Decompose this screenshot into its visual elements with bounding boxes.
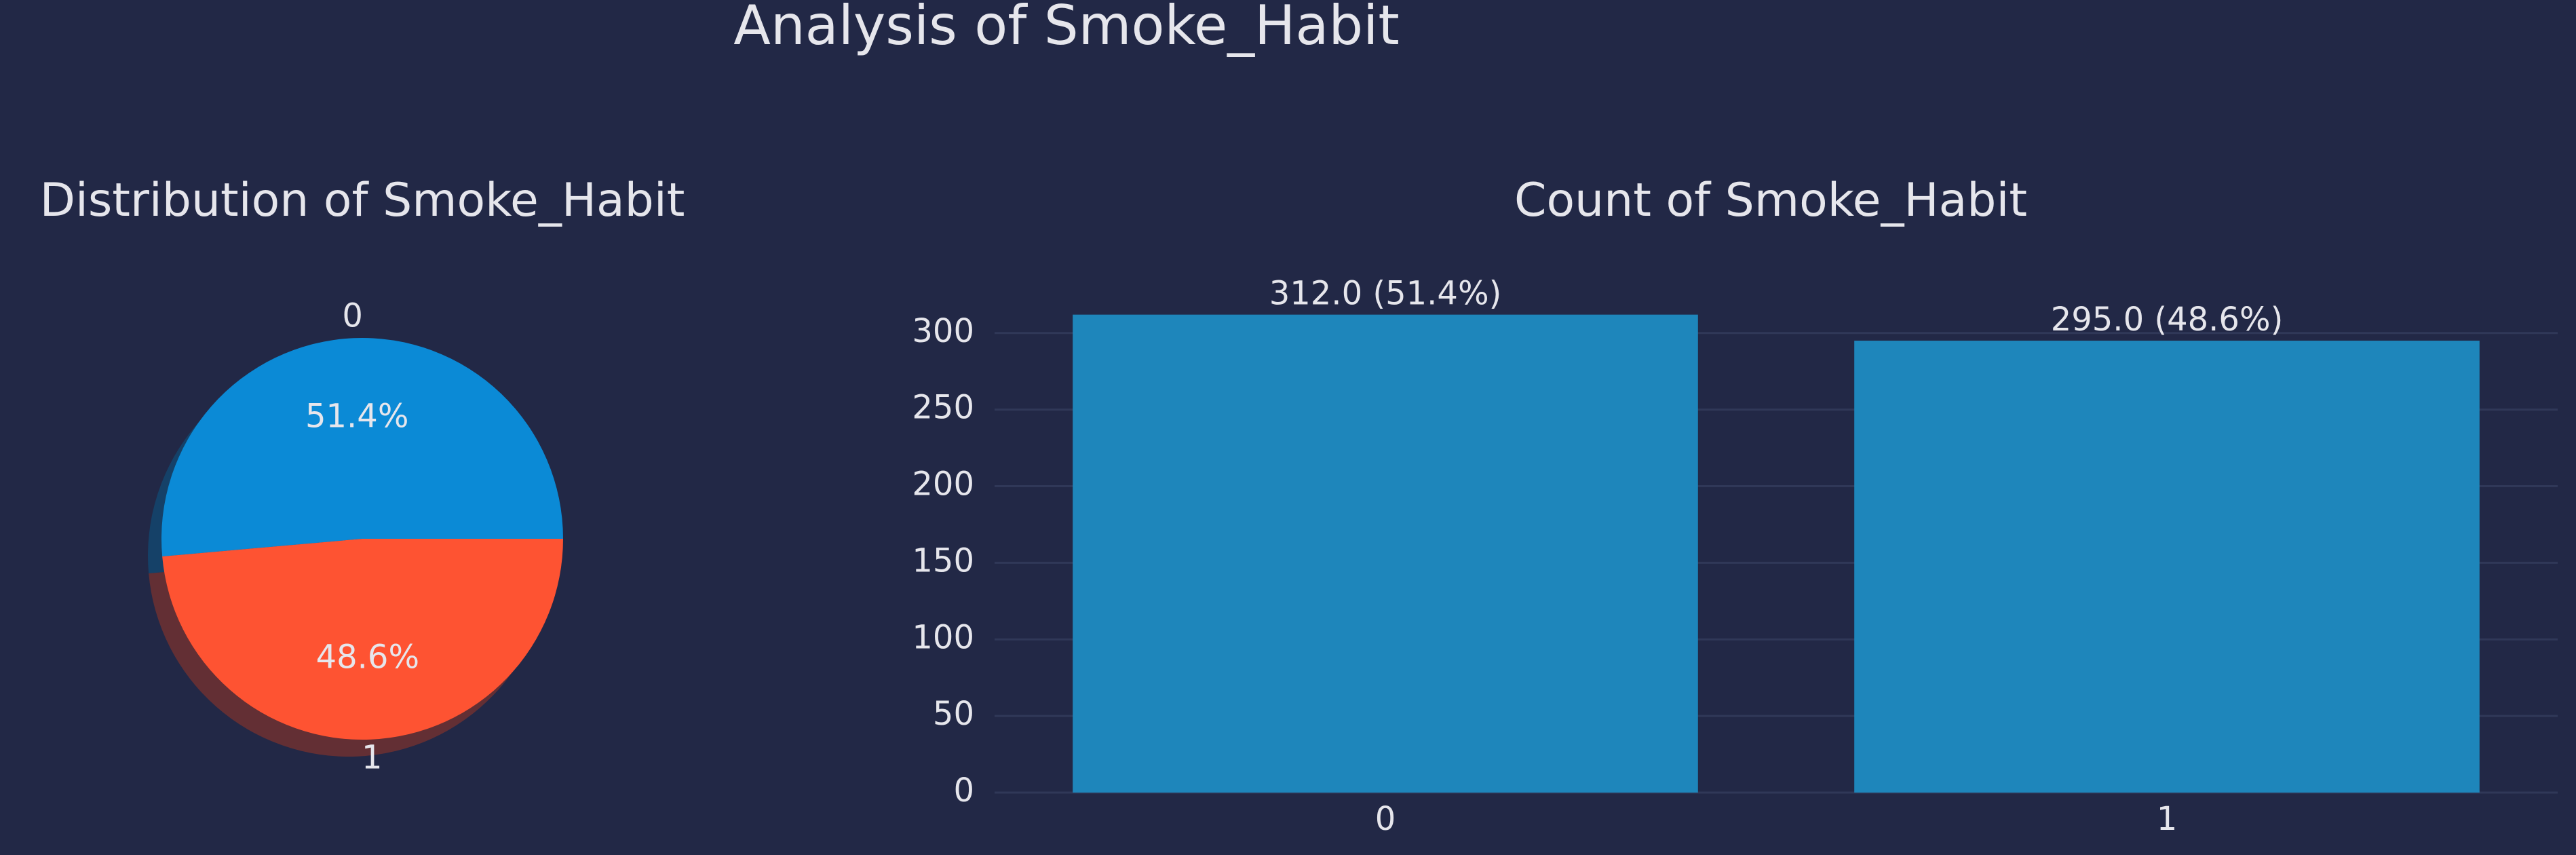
- bar-chart-title: Count of Smoke_Habit: [1514, 174, 2027, 227]
- y-tick-label-150: 150: [912, 542, 974, 580]
- pie-slices: [161, 337, 564, 740]
- bar-data-label-1: 295.0 (48.6%): [2051, 301, 2284, 339]
- y-tick-label-100: 100: [912, 618, 974, 656]
- pie-chart: Distribution of Smoke_Habit 0 51.4% 1 48.6%: [40, 174, 685, 776]
- pie-category-label-1: 1: [362, 738, 383, 776]
- y-tick-label-300: 300: [912, 312, 974, 350]
- y-tick-label-50: 50: [933, 695, 974, 733]
- bar-data-label-0: 312.0 (51.4%): [1269, 275, 1502, 313]
- pie-labels: 0 51.4% 1 48.6%: [305, 297, 419, 777]
- pie-slice-0: [161, 337, 564, 557]
- pie-slice-1: [162, 539, 563, 740]
- bar-chart: Count of Smoke_Habit 050100150200250300 …: [912, 174, 2558, 838]
- y-tick-label-200: 200: [912, 466, 974, 504]
- x-tick-label-1: 1: [2157, 800, 2178, 838]
- pie-percent-label-1: 48.6%: [316, 638, 419, 676]
- pie-category-label-0: 0: [342, 297, 363, 335]
- figure-title: Analysis of Smoke_Habit: [733, 0, 1399, 57]
- y-tick-label-250: 250: [912, 389, 974, 427]
- bar-1: [1854, 341, 2480, 793]
- bar-series: [1073, 314, 2480, 793]
- x-tick-label-0: 0: [1375, 800, 1396, 838]
- pie-chart-title: Distribution of Smoke_Habit: [40, 174, 685, 227]
- bar-y-axis: 0 50 100 150 200 250 300: [912, 312, 974, 810]
- pie-percent-label-0: 51.4%: [305, 398, 408, 436]
- y-tick-label-0: 0: [953, 772, 974, 810]
- bar-0: [1073, 314, 1698, 793]
- bar-data-labels: 312.0 (51.4%) 295.0 (48.6%): [1269, 275, 2284, 339]
